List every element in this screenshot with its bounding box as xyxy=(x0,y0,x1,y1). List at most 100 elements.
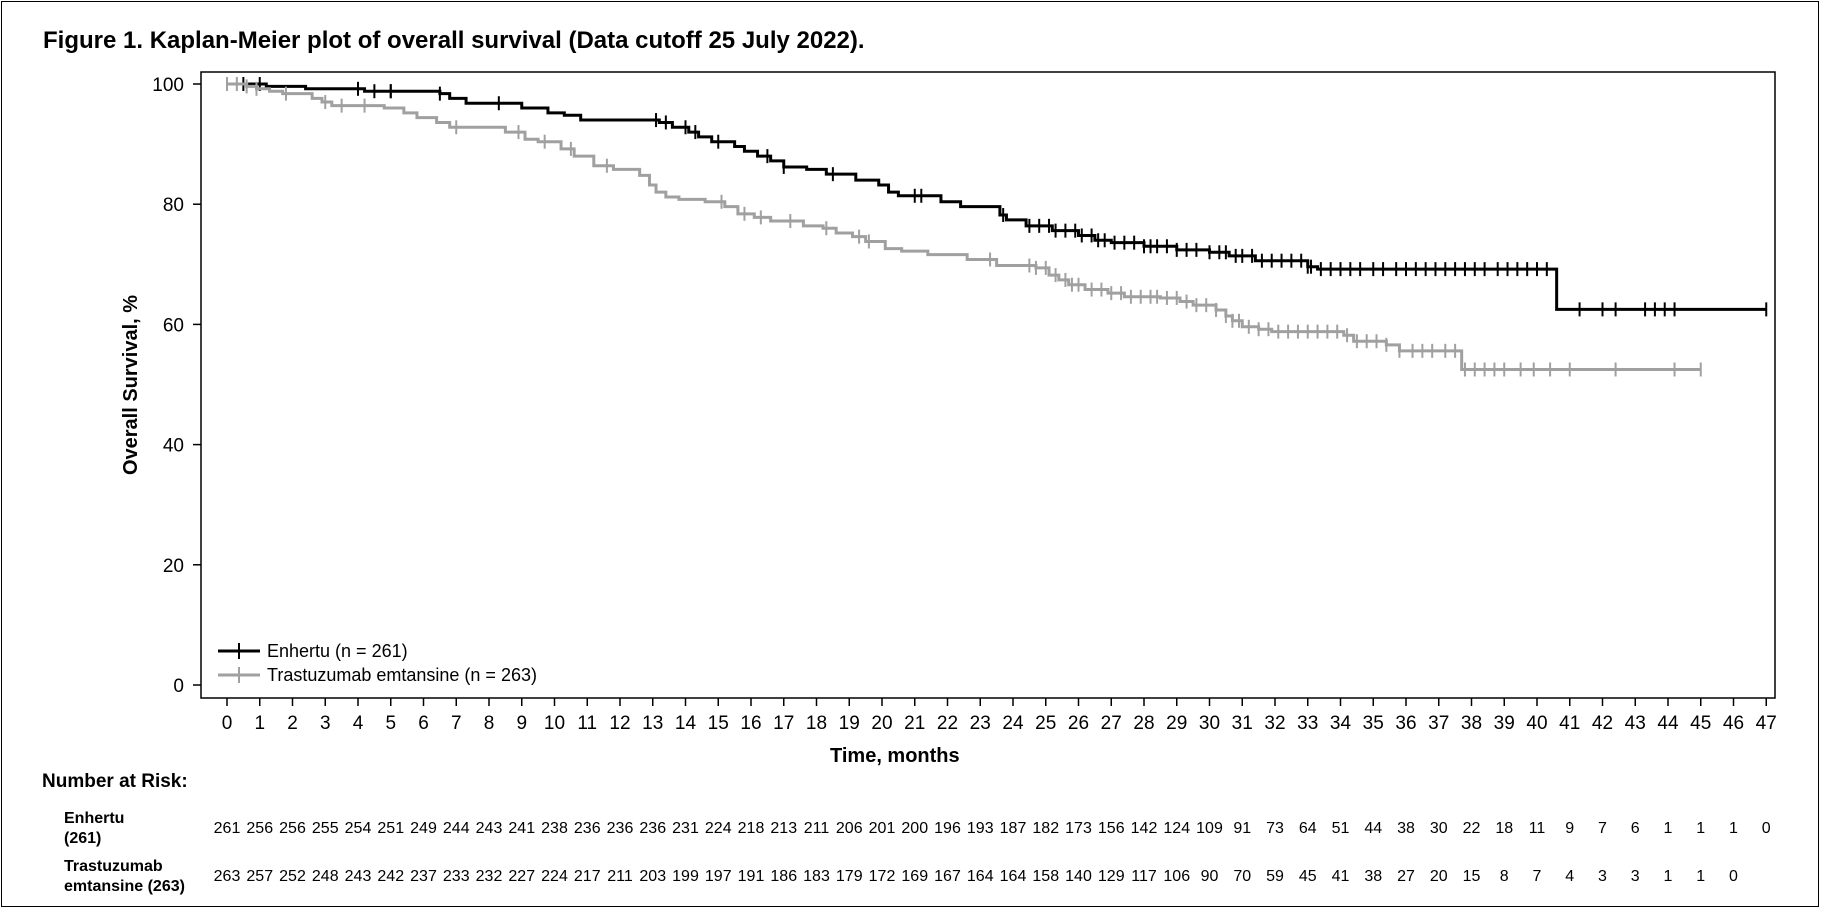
risk-value: 217 xyxy=(574,868,601,885)
risk-value: 200 xyxy=(901,820,928,837)
risk-value: 1 xyxy=(1664,868,1673,885)
risk-values: 261 256 256 255 254 251 249 244 243 241 238 236 236 2… xyxy=(214,820,1771,885)
x-axis-title: Time, months xyxy=(830,745,960,767)
risk-value: 236 xyxy=(607,820,634,837)
x-tick-label: 39 xyxy=(1494,713,1515,734)
x-tick-label: 28 xyxy=(1133,713,1154,734)
risk-value: 18 xyxy=(1495,820,1513,837)
risk-value: 236 xyxy=(574,820,601,837)
x-tick-label: 42 xyxy=(1592,713,1613,734)
risk-value: 249 xyxy=(410,820,437,837)
risk-value: 9 xyxy=(1565,820,1574,837)
x-tick-label: 10 xyxy=(544,713,565,734)
legend: Enhertu (n = 261) Trastuzumab emtansine … xyxy=(218,641,537,685)
risk-value: 90 xyxy=(1201,868,1219,885)
risk-value: 199 xyxy=(672,868,699,885)
x-tick-label: 27 xyxy=(1101,713,1122,734)
km-curve-trastuzumab xyxy=(227,82,1701,371)
risk-value: 27 xyxy=(1397,868,1415,885)
risk-value: 182 xyxy=(1032,820,1059,837)
x-tick-label: 25 xyxy=(1035,713,1056,734)
risk-value: 109 xyxy=(1196,820,1223,837)
x-tick-label: 46 xyxy=(1723,713,1744,734)
risk-value: 256 xyxy=(246,820,273,837)
risk-value: 156 xyxy=(1098,820,1125,837)
x-tick-label: 35 xyxy=(1363,713,1384,734)
x-tick-label: 33 xyxy=(1297,713,1318,734)
risk-value: 236 xyxy=(639,820,666,837)
y-tick-label: 0 xyxy=(173,676,184,697)
x-tick-label: 38 xyxy=(1461,713,1482,734)
x-tick-label: 36 xyxy=(1395,713,1416,734)
x-tick-label: 4 xyxy=(353,713,364,734)
x-tick-label: 1 xyxy=(254,713,265,734)
risk-value: 20 xyxy=(1430,868,1448,885)
risk-value: 158 xyxy=(1032,868,1059,885)
risk-value: 6 xyxy=(1631,820,1640,837)
x-tick-label: 15 xyxy=(708,713,729,734)
x-tick-label: 32 xyxy=(1264,713,1285,734)
x-tick-label: 21 xyxy=(904,713,925,734)
x-tick-label: 20 xyxy=(871,713,892,734)
risk-value: 73 xyxy=(1266,820,1284,837)
risk-value: 244 xyxy=(443,820,470,837)
risk-value: 248 xyxy=(312,868,339,885)
y-tick-label: 40 xyxy=(163,436,184,457)
risk-value: 257 xyxy=(246,868,273,885)
risk-value: 211 xyxy=(804,820,830,837)
risk-value: 124 xyxy=(1163,820,1190,837)
x-tick-label: 45 xyxy=(1690,713,1711,734)
risk-value: 237 xyxy=(410,868,437,885)
risk-value: 106 xyxy=(1163,868,1190,885)
risk-value: 254 xyxy=(345,820,372,837)
risk-value: 167 xyxy=(934,868,961,885)
x-tick-label: 24 xyxy=(1002,713,1024,734)
risk-value: 1 xyxy=(1696,820,1705,837)
risk-value: 8 xyxy=(1500,868,1509,885)
x-tick-label: 12 xyxy=(609,713,630,734)
risk-value: 241 xyxy=(508,820,535,837)
risk-value: 233 xyxy=(443,868,470,885)
risk-value: 3 xyxy=(1631,868,1640,885)
risk-value: 140 xyxy=(1065,868,1092,885)
risk-value: 3 xyxy=(1598,868,1607,885)
risk-label-trastuzumab-line2: emtansine (263) xyxy=(64,878,185,895)
x-tick-label: 37 xyxy=(1428,713,1449,734)
x-tick-label: 0 xyxy=(222,713,233,734)
risk-value: 213 xyxy=(770,820,797,837)
x-tick-label: 3 xyxy=(320,713,331,734)
y-tick-label: 20 xyxy=(163,556,184,577)
x-tick-label: 22 xyxy=(937,713,958,734)
risk-value: 164 xyxy=(1000,868,1027,885)
x-tick-label: 7 xyxy=(451,713,462,734)
risk-value: 22 xyxy=(1463,820,1481,837)
risk-value: 201 xyxy=(869,820,896,837)
legend-label-enhertu: Enhertu (n = 261) xyxy=(267,641,408,661)
x-axis: 0 1 2 3 4 5 6 7 8 9 10 11 12 13 14 15 16 17 18 19 20 21 22 23 24… xyxy=(222,698,1777,734)
risk-value: 0 xyxy=(1762,820,1771,837)
risk-value: 7 xyxy=(1533,868,1542,885)
risk-value: 173 xyxy=(1065,820,1092,837)
risk-value: 224 xyxy=(705,820,732,837)
x-tick-label: 23 xyxy=(970,713,991,734)
risk-value: 227 xyxy=(508,868,535,885)
risk-value: 255 xyxy=(312,820,339,837)
risk-value: 187 xyxy=(1000,820,1027,837)
risk-value: 191 xyxy=(738,868,765,885)
risk-value: 4 xyxy=(1565,868,1574,885)
risk-value: 179 xyxy=(836,868,863,885)
legend-label-trastuzumab: Trastuzumab emtansine (n = 263) xyxy=(267,665,537,685)
x-tick-label: 41 xyxy=(1559,713,1580,734)
risk-value: 203 xyxy=(639,868,666,885)
chart-title: Figure 1. Kaplan-Meier plot of overall s… xyxy=(43,27,865,54)
x-tick-label: 13 xyxy=(642,713,663,734)
risk-value: 197 xyxy=(705,868,732,885)
x-tick-label: 34 xyxy=(1330,713,1352,734)
risk-value: 242 xyxy=(377,868,404,885)
risk-value: 243 xyxy=(476,820,503,837)
risk-value: 129 xyxy=(1098,868,1125,885)
risk-value: 70 xyxy=(1233,868,1251,885)
x-tick-label: 31 xyxy=(1232,713,1253,734)
